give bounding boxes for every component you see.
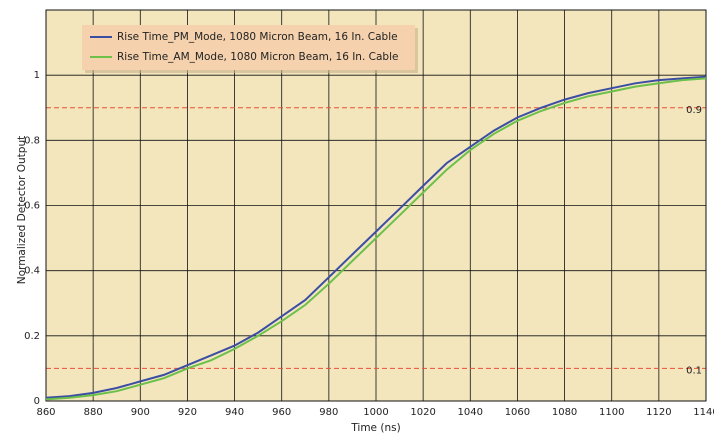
y-tick-label: 0 <box>34 396 40 407</box>
y-tick-label: 0.6 <box>24 201 40 212</box>
legend-label: Rise Time_PM_Mode, 1080 Micron Beam, 16 … <box>117 31 398 43</box>
reference-label: 0.1 <box>686 365 702 376</box>
x-tick-label: 940 <box>225 407 244 418</box>
series-line <box>45 77 707 401</box>
x-tick-label: 980 <box>319 407 338 418</box>
x-tick-label: 900 <box>131 407 150 418</box>
y-tick-label: 0.4 <box>24 266 40 277</box>
y-tick-label: 0.8 <box>24 135 40 146</box>
x-tick-label: 920 <box>178 407 197 418</box>
y-tick-label: 0.2 <box>24 331 40 342</box>
legend-label: Rise Time_AM_Mode, 1080 Micron Beam, 16 … <box>117 51 398 63</box>
x-tick-label: 960 <box>272 407 291 418</box>
x-tick-label: 1120 <box>646 407 671 418</box>
x-tick-label: 1080 <box>552 407 577 418</box>
x-axis-label: Time (ns) <box>350 422 400 434</box>
y-tick-label: 1 <box>34 70 40 81</box>
reference-label: 0.9 <box>686 105 702 116</box>
x-tick-label: 1040 <box>458 407 483 418</box>
x-tick-label: 880 <box>84 407 103 418</box>
plot-border <box>45 9 707 402</box>
legend-box <box>82 25 415 70</box>
x-tick-label: 1100 <box>599 407 624 418</box>
x-tick-label: 1020 <box>410 407 435 418</box>
x-tick-label: 860 <box>36 407 55 418</box>
series-line <box>45 75 707 399</box>
x-tick-label: 1000 <box>363 407 388 418</box>
legend: Rise Time_PM_Mode, 1080 Micron Beam, 16 … <box>82 25 418 73</box>
x-tick-label: 1060 <box>505 407 530 418</box>
y-axis-label: Normalized Detector Output <box>16 136 28 284</box>
